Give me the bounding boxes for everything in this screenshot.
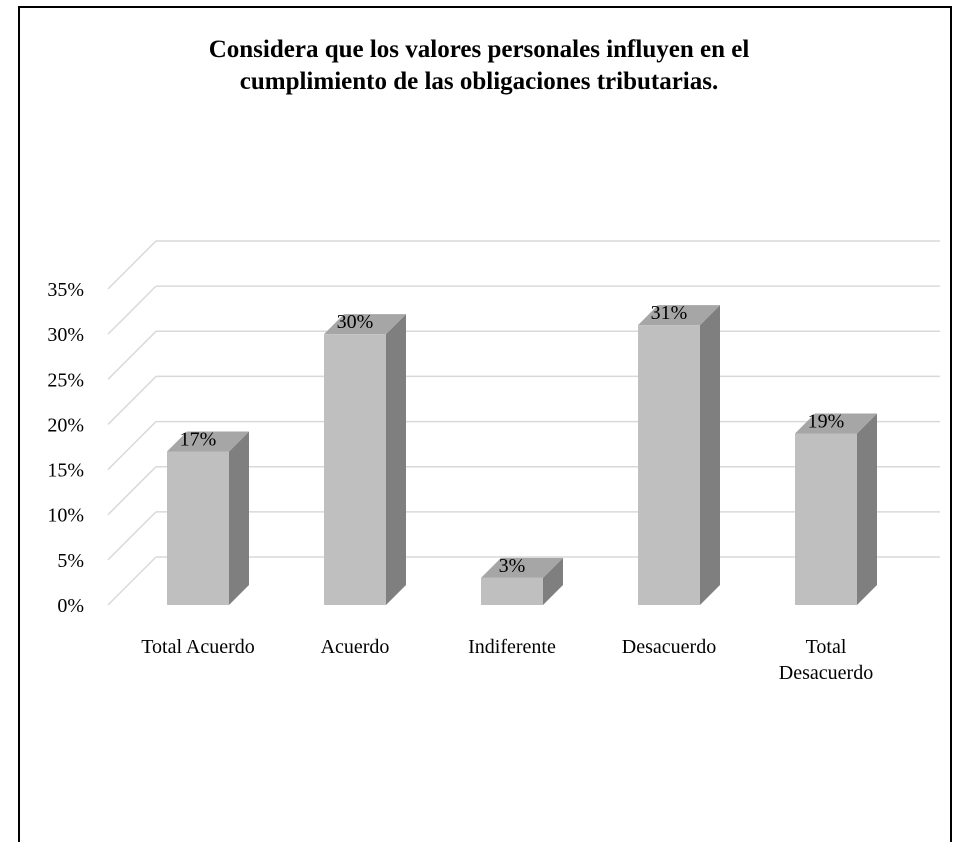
y-tick-label: 0% xyxy=(57,595,84,617)
bar-side xyxy=(386,314,406,605)
y-tick-label: 30% xyxy=(47,324,84,346)
x-tick-label: Acuerdo xyxy=(321,636,390,658)
bar xyxy=(795,433,857,605)
x-tick-label: Total xyxy=(806,636,847,658)
x-tick-label: Total Acuerdo xyxy=(141,636,255,658)
data-label: 3% xyxy=(499,555,526,577)
bar xyxy=(638,325,700,605)
bar-top xyxy=(795,413,877,434)
gridline-diagonal xyxy=(107,421,157,471)
y-tick-label: 20% xyxy=(47,414,84,436)
y-tick-label: 25% xyxy=(47,369,84,391)
bar-side xyxy=(543,557,563,605)
x-tick-label: Desacuerdo xyxy=(779,662,873,684)
y-tick-label: 10% xyxy=(47,505,84,527)
y-tick-label: 35% xyxy=(47,279,84,301)
gridline-diagonal xyxy=(107,466,157,516)
x-tick-label: Indiferente xyxy=(468,636,556,658)
bar-side xyxy=(229,431,249,605)
bar xyxy=(481,577,543,605)
bar-top xyxy=(324,314,406,335)
gridline-diagonal xyxy=(107,511,157,561)
gridline-diagonal xyxy=(107,375,157,425)
gridline-diagonal xyxy=(107,556,157,606)
bar xyxy=(167,451,229,605)
bar-side xyxy=(857,413,877,605)
y-tick-label: 5% xyxy=(57,550,84,572)
data-label: 17% xyxy=(180,429,217,451)
data-label: 30% xyxy=(337,311,374,333)
gridline-diagonal xyxy=(107,285,157,335)
gridline-diagonal xyxy=(107,240,157,290)
bar xyxy=(324,334,386,605)
chart-title-line-2: cumplimiento de las obligaciones tributa… xyxy=(239,68,719,95)
chart-title: Considera que los valores personales inf… xyxy=(0,34,958,98)
x-tick-label: Desacuerdo xyxy=(622,636,716,658)
chart-title-line-1: Considera que los valores personales inf… xyxy=(208,36,750,63)
data-label: 19% xyxy=(808,410,845,432)
chart-frame xyxy=(18,6,952,842)
bar-top xyxy=(481,557,563,578)
bar-top xyxy=(638,305,720,326)
gridline-diagonal xyxy=(107,330,157,380)
y-tick-label: 15% xyxy=(47,460,84,482)
data-label: 31% xyxy=(651,302,688,324)
bar-top xyxy=(167,431,249,452)
bar-side xyxy=(700,305,720,605)
